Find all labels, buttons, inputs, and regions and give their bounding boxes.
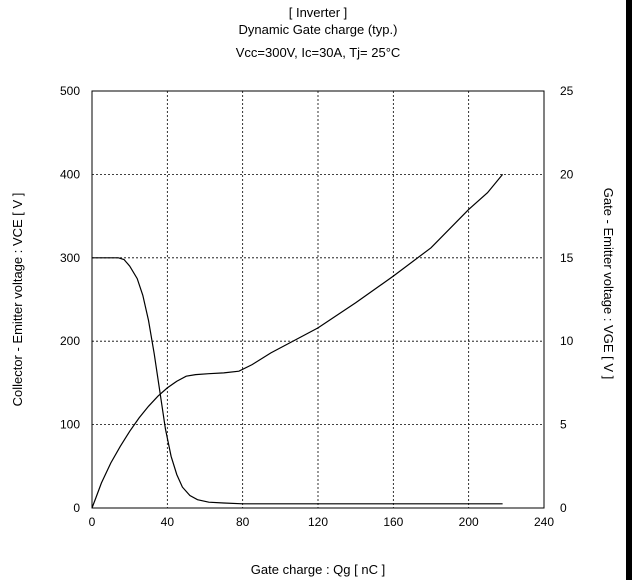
x-tick-label: 40 [161, 515, 175, 529]
vce-series-line [92, 257, 503, 505]
y-right-tick-label: 25 [560, 84, 574, 98]
y-axis-left-label: Collector - Emitter voltage : VCE [ V ] [10, 193, 25, 407]
y-left-tick-label: 300 [60, 251, 80, 265]
y-left-tick-label: 100 [60, 418, 80, 432]
grid [92, 91, 544, 508]
plot-frame [91, 90, 545, 509]
vge-series-line [91, 174, 504, 509]
x-axis-label: Gate charge : Qg [ nC ] [251, 562, 385, 577]
x-tick-label: 120 [308, 515, 328, 529]
x-tick-label: 240 [534, 515, 554, 529]
chart-conditions: Vcc=300V, Ic=30A, Tj= 25°C [235, 45, 401, 60]
y-right-tick-label: 15 [560, 251, 574, 265]
x-tick-label: 0 [89, 515, 96, 529]
window-edge-bar [626, 0, 632, 580]
x-tick-label: 200 [459, 515, 479, 529]
x-tick-label: 80 [236, 515, 250, 529]
y-axis-right-label: Gate - Emitter voltage : VGE [ V ] [601, 188, 616, 379]
y-right-tick-label: 10 [560, 334, 574, 348]
chart-title: [ Inverter ] [288, 5, 348, 20]
y-right-tick-label: 20 [560, 167, 574, 181]
y-right-tick-label: 0 [560, 501, 567, 515]
series [91, 174, 504, 509]
tick-labels: 0 40 80 120 160 200 240 0 100 200 300 400 500 0 5 10 15 2… [60, 84, 574, 529]
chart-subtitle: Dynamic Gate charge (typ.) [238, 22, 398, 37]
y-left-tick-label: 0 [73, 501, 80, 515]
chart-title-block: [ Inverter ] Dynamic Gate charge (typ.) … [92, 4, 544, 61]
y-left-tick-label: 500 [60, 84, 80, 98]
x-tick-label: 160 [383, 515, 403, 529]
y-left-tick-label: 400 [60, 167, 80, 181]
y-left-tick-label: 200 [60, 334, 80, 348]
y-right-tick-label: 5 [560, 418, 567, 432]
